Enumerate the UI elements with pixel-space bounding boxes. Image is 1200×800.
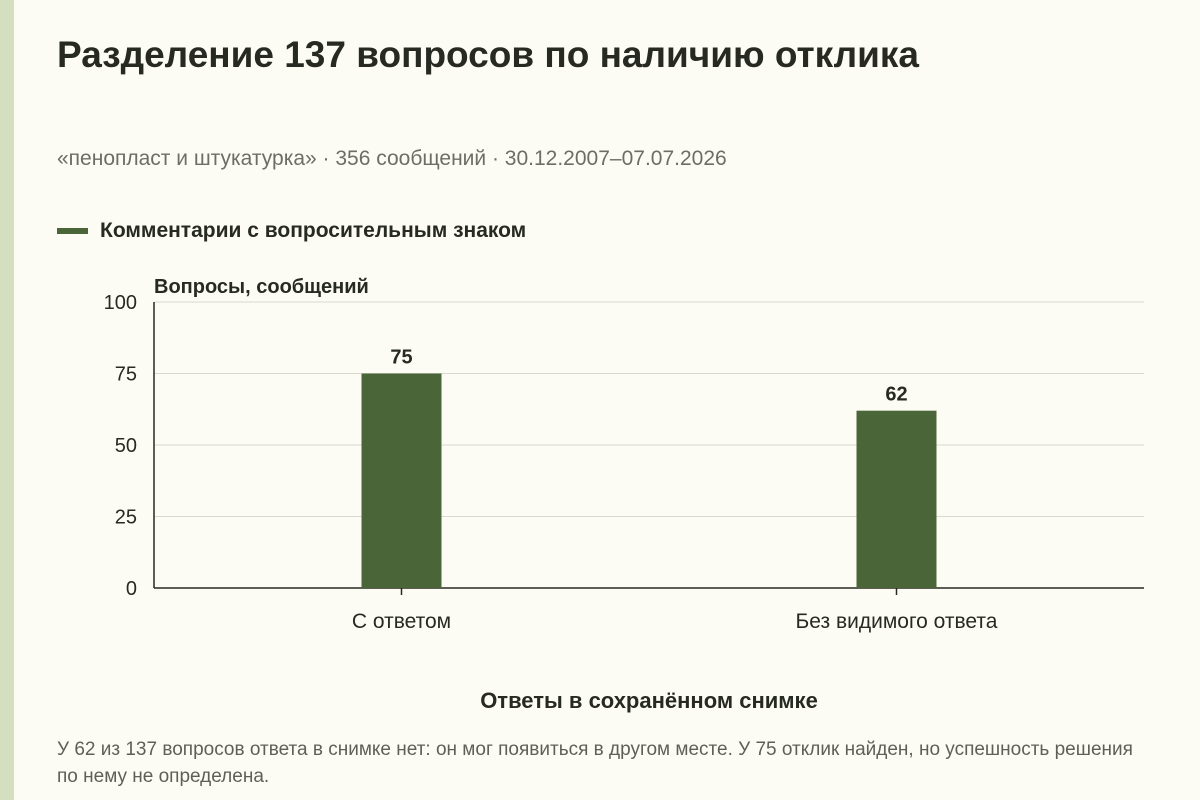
grid-lines bbox=[154, 301, 1144, 517]
bars bbox=[361, 373, 937, 588]
chart-labels: 0 25 50 75 100 Вопросы, сообщений 75 С ответом 6… bbox=[104, 276, 998, 713]
y-tick-label: 50 bbox=[115, 435, 137, 457]
chart-note: У 62 из 137 вопросов ответа в снимке нет… bbox=[57, 739, 1133, 787]
legend-swatch bbox=[57, 228, 88, 234]
y-tick-label: 75 bbox=[115, 364, 137, 386]
bar bbox=[361, 373, 442, 588]
legend-label: Комментарии с вопросительным знаком bbox=[100, 219, 527, 242]
accent-stripe bbox=[0, 0, 14, 800]
y-tick-label: 100 bbox=[104, 292, 137, 314]
x-axis-label: Ответы в сохранённом снимке bbox=[480, 688, 818, 713]
x-tick-label: С ответом bbox=[352, 610, 451, 633]
legend: Комментарии с вопросительным знаком bbox=[57, 219, 526, 243]
bar bbox=[856, 410, 937, 588]
bar-value-label: 75 bbox=[390, 347, 412, 369]
x-tick-label: Без видимого ответа bbox=[796, 610, 998, 633]
chart-subtitle: «пенопласт и штукатурка» · 356 сообщений… bbox=[57, 147, 727, 170]
chart-title: Разделение 137 вопросов по наличию откли… bbox=[57, 34, 919, 75]
bar-value-label: 62 bbox=[885, 384, 907, 406]
y-tick-label: 0 bbox=[126, 578, 137, 600]
axes bbox=[153, 302, 1144, 595]
y-axis-label: Вопросы, сообщений bbox=[154, 276, 369, 298]
y-tick-label: 25 bbox=[115, 507, 137, 529]
